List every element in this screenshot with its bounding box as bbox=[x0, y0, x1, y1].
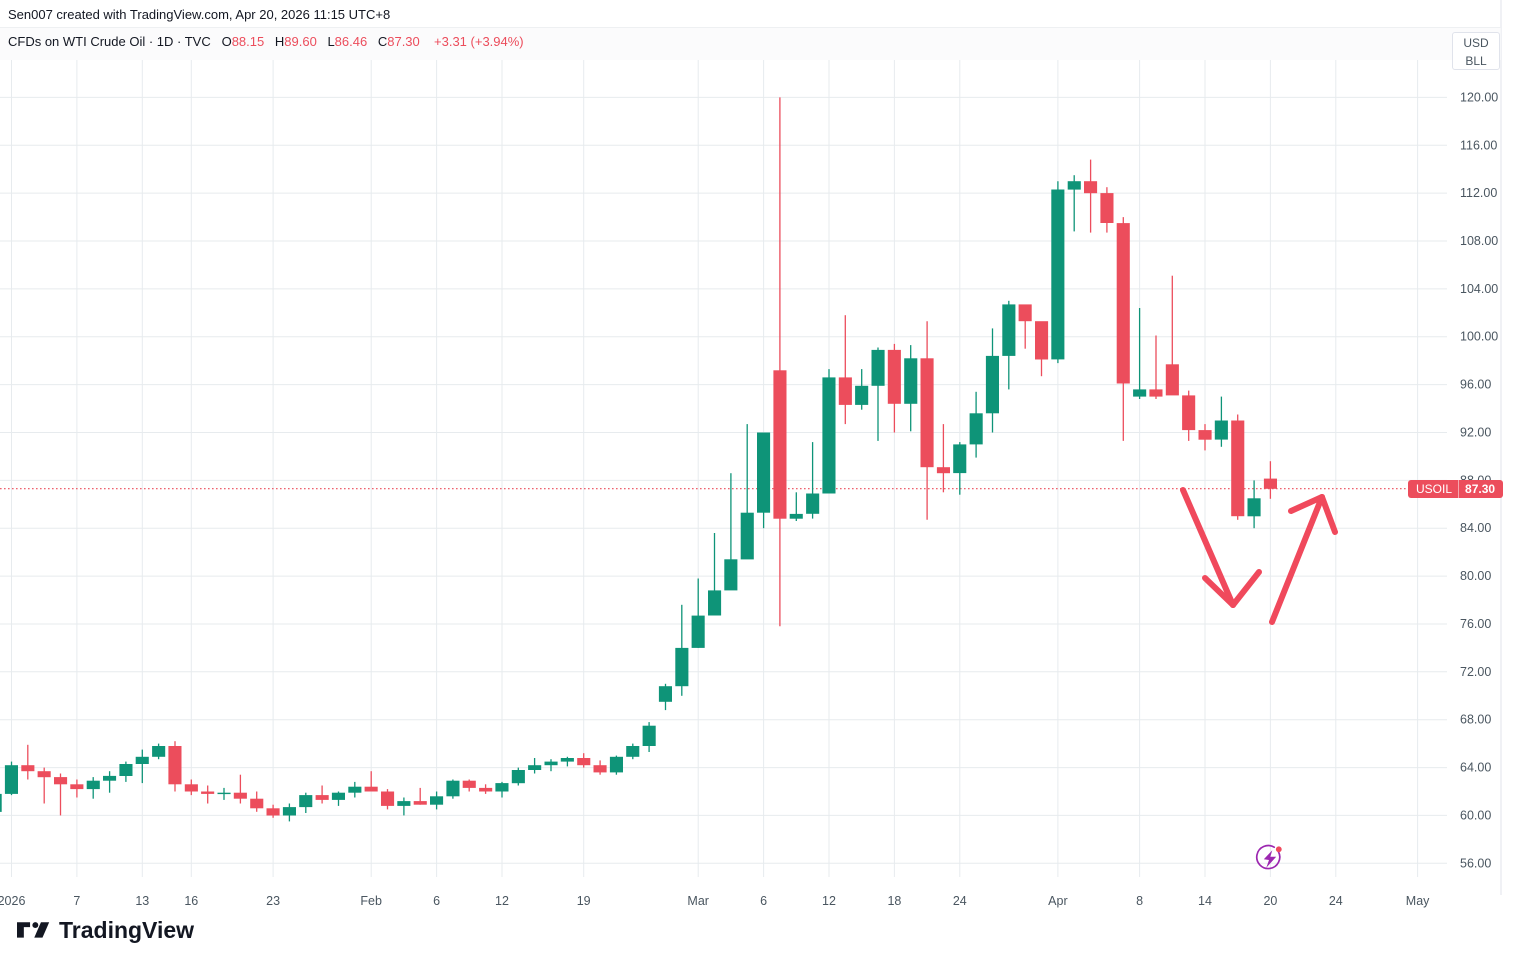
svg-text:2026: 2026 bbox=[0, 894, 25, 908]
svg-text:60.00: 60.00 bbox=[1460, 808, 1491, 822]
svg-text:92.00: 92.00 bbox=[1460, 426, 1491, 440]
svg-text:Mar: Mar bbox=[687, 894, 709, 908]
svg-text:72.00: 72.00 bbox=[1460, 665, 1491, 679]
svg-text:24: 24 bbox=[953, 894, 967, 908]
svg-text:104.00: 104.00 bbox=[1460, 282, 1498, 296]
svg-text:14: 14 bbox=[1198, 894, 1212, 908]
svg-text:76.00: 76.00 bbox=[1460, 617, 1491, 631]
svg-text:13: 13 bbox=[135, 894, 149, 908]
svg-text:12: 12 bbox=[822, 894, 836, 908]
svg-text:84.00: 84.00 bbox=[1460, 521, 1491, 535]
svg-text:56.00: 56.00 bbox=[1460, 856, 1491, 870]
svg-text:16: 16 bbox=[184, 894, 198, 908]
svg-text:May: May bbox=[1406, 894, 1430, 908]
svg-text:100.00: 100.00 bbox=[1460, 330, 1498, 344]
svg-text:8: 8 bbox=[1136, 894, 1143, 908]
svg-text:20: 20 bbox=[1263, 894, 1277, 908]
svg-text:6: 6 bbox=[760, 894, 767, 908]
svg-text:18: 18 bbox=[887, 894, 901, 908]
svg-text:24: 24 bbox=[1329, 894, 1343, 908]
svg-text:96.00: 96.00 bbox=[1460, 378, 1491, 392]
svg-text:64.00: 64.00 bbox=[1460, 761, 1491, 775]
svg-text:19: 19 bbox=[577, 894, 591, 908]
svg-text:23: 23 bbox=[266, 894, 280, 908]
svg-text:108.00: 108.00 bbox=[1460, 234, 1498, 248]
svg-text:12: 12 bbox=[495, 894, 509, 908]
svg-text:6: 6 bbox=[433, 894, 440, 908]
svg-text:80.00: 80.00 bbox=[1460, 569, 1491, 583]
svg-text:116.00: 116.00 bbox=[1460, 138, 1497, 152]
svg-text:Apr: Apr bbox=[1048, 894, 1067, 908]
svg-text:68.00: 68.00 bbox=[1460, 713, 1491, 727]
svg-text:7: 7 bbox=[73, 894, 80, 908]
svg-text:112.00: 112.00 bbox=[1460, 186, 1497, 200]
svg-text:Feb: Feb bbox=[360, 894, 382, 908]
svg-text:120.00: 120.00 bbox=[1460, 90, 1498, 104]
